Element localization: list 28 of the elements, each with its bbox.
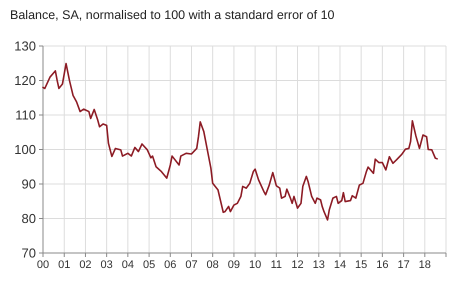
y-tick-label: 90: [22, 176, 36, 192]
x-tick-label: 01: [58, 259, 70, 271]
x-tick-label: 05: [142, 259, 156, 271]
x-tick-label: 12: [291, 259, 304, 271]
y-tick-label: 70: [22, 246, 36, 261]
x-tick-label: 13: [312, 259, 325, 271]
x-tick-label: 14: [334, 259, 346, 271]
y-tick-label: 80: [22, 211, 36, 226]
chart-title: Balance, SA, normalised to 100 with a standard error of 10: [10, 8, 335, 22]
x-tick-label: 06: [164, 259, 176, 271]
x-tick-label: 02: [79, 259, 92, 271]
y-tick-label: 100: [14, 142, 36, 158]
x-tick-label: 07: [185, 259, 198, 271]
x-tick-label: 16: [376, 259, 388, 271]
x-tick-label: 10: [249, 259, 262, 271]
y-tick-label: 110: [15, 108, 36, 123]
x-tick-label: 03: [100, 259, 113, 271]
line-series: [42, 62, 438, 221]
x-tick-label: 08: [206, 259, 219, 271]
x-tick-label: 11: [270, 259, 282, 271]
x-tick-label: 15: [355, 259, 368, 271]
x-tick-label: 18: [418, 259, 431, 271]
y-tick-label: 120: [14, 73, 36, 88]
x-tick-label: 04: [122, 259, 134, 271]
x-tick-label: 00: [36, 259, 50, 271]
y-tick-label: 130: [14, 38, 36, 54]
x-tick-label: 17: [397, 259, 410, 271]
x-tick-label: 09: [228, 259, 240, 271]
